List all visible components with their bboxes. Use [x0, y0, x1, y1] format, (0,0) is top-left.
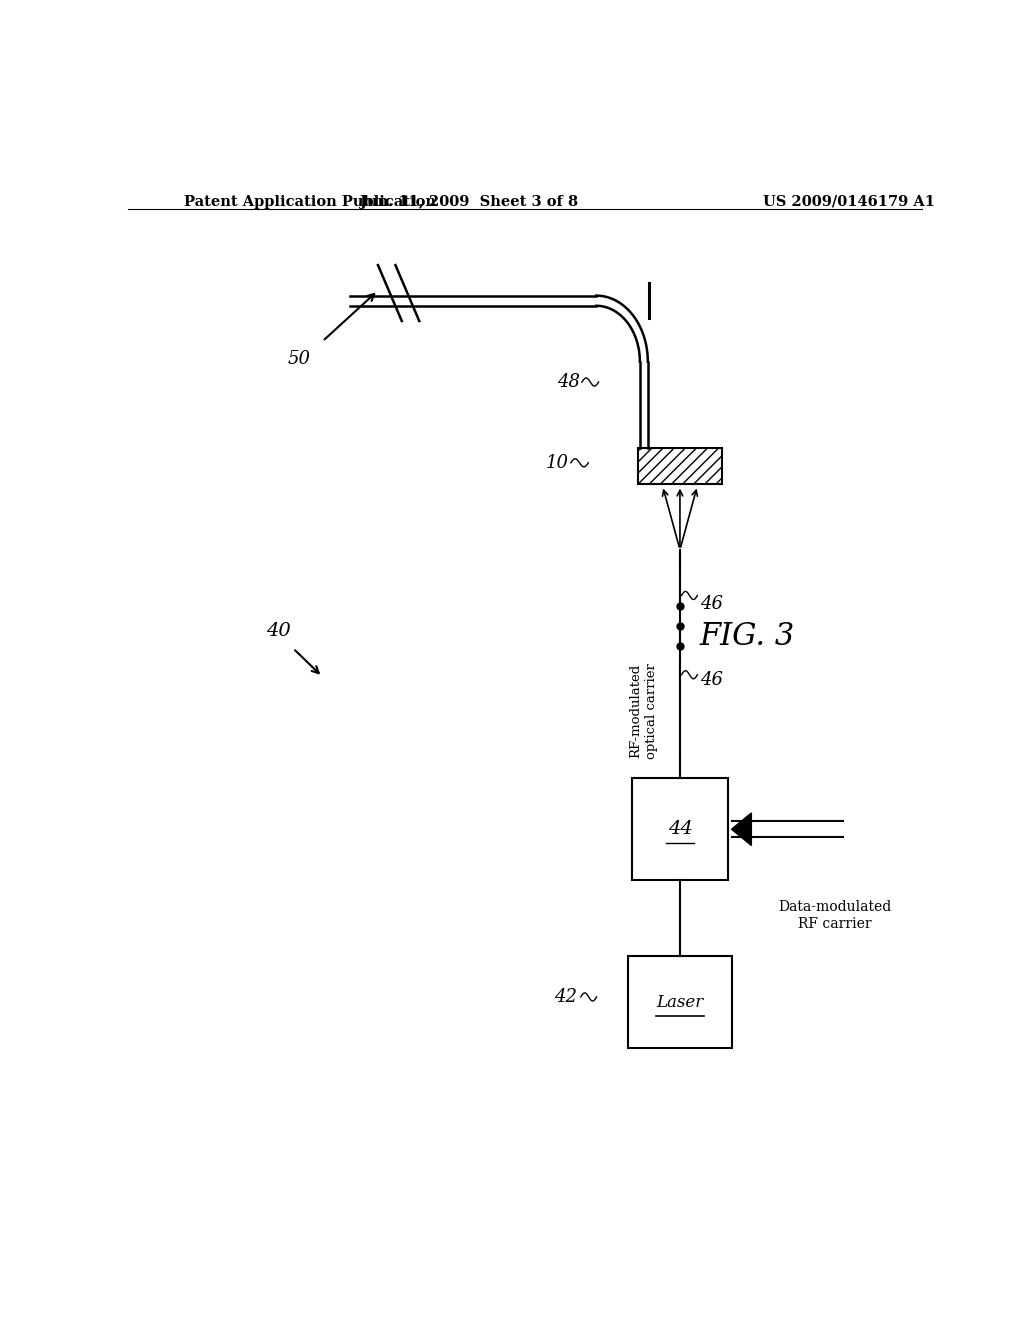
Bar [629, 956, 731, 1048]
Text: Data-modulated
RF carrier: Data-modulated RF carrier [778, 900, 891, 931]
Text: Laser: Laser [656, 994, 703, 1011]
Text: US 2009/0146179 A1: US 2009/0146179 A1 [763, 195, 935, 209]
Text: Patent Application Publication: Patent Application Publication [183, 195, 435, 209]
Bar [633, 779, 728, 880]
Polygon shape [731, 813, 752, 846]
Text: 46: 46 [699, 594, 723, 612]
Text: RF-modulated
optical carrier: RF-modulated optical carrier [630, 664, 657, 759]
Text: 46: 46 [699, 671, 723, 689]
Text: FIG. 3: FIG. 3 [699, 620, 795, 652]
Text: 40: 40 [266, 622, 291, 640]
Text: 50: 50 [287, 350, 310, 368]
Text: 48: 48 [557, 374, 581, 391]
Bar [638, 447, 722, 483]
Text: 10: 10 [546, 454, 568, 471]
Text: Jun. 11, 2009  Sheet 3 of 8: Jun. 11, 2009 Sheet 3 of 8 [360, 195, 579, 209]
Text: 42: 42 [554, 987, 577, 1006]
Text: 44: 44 [668, 820, 692, 838]
